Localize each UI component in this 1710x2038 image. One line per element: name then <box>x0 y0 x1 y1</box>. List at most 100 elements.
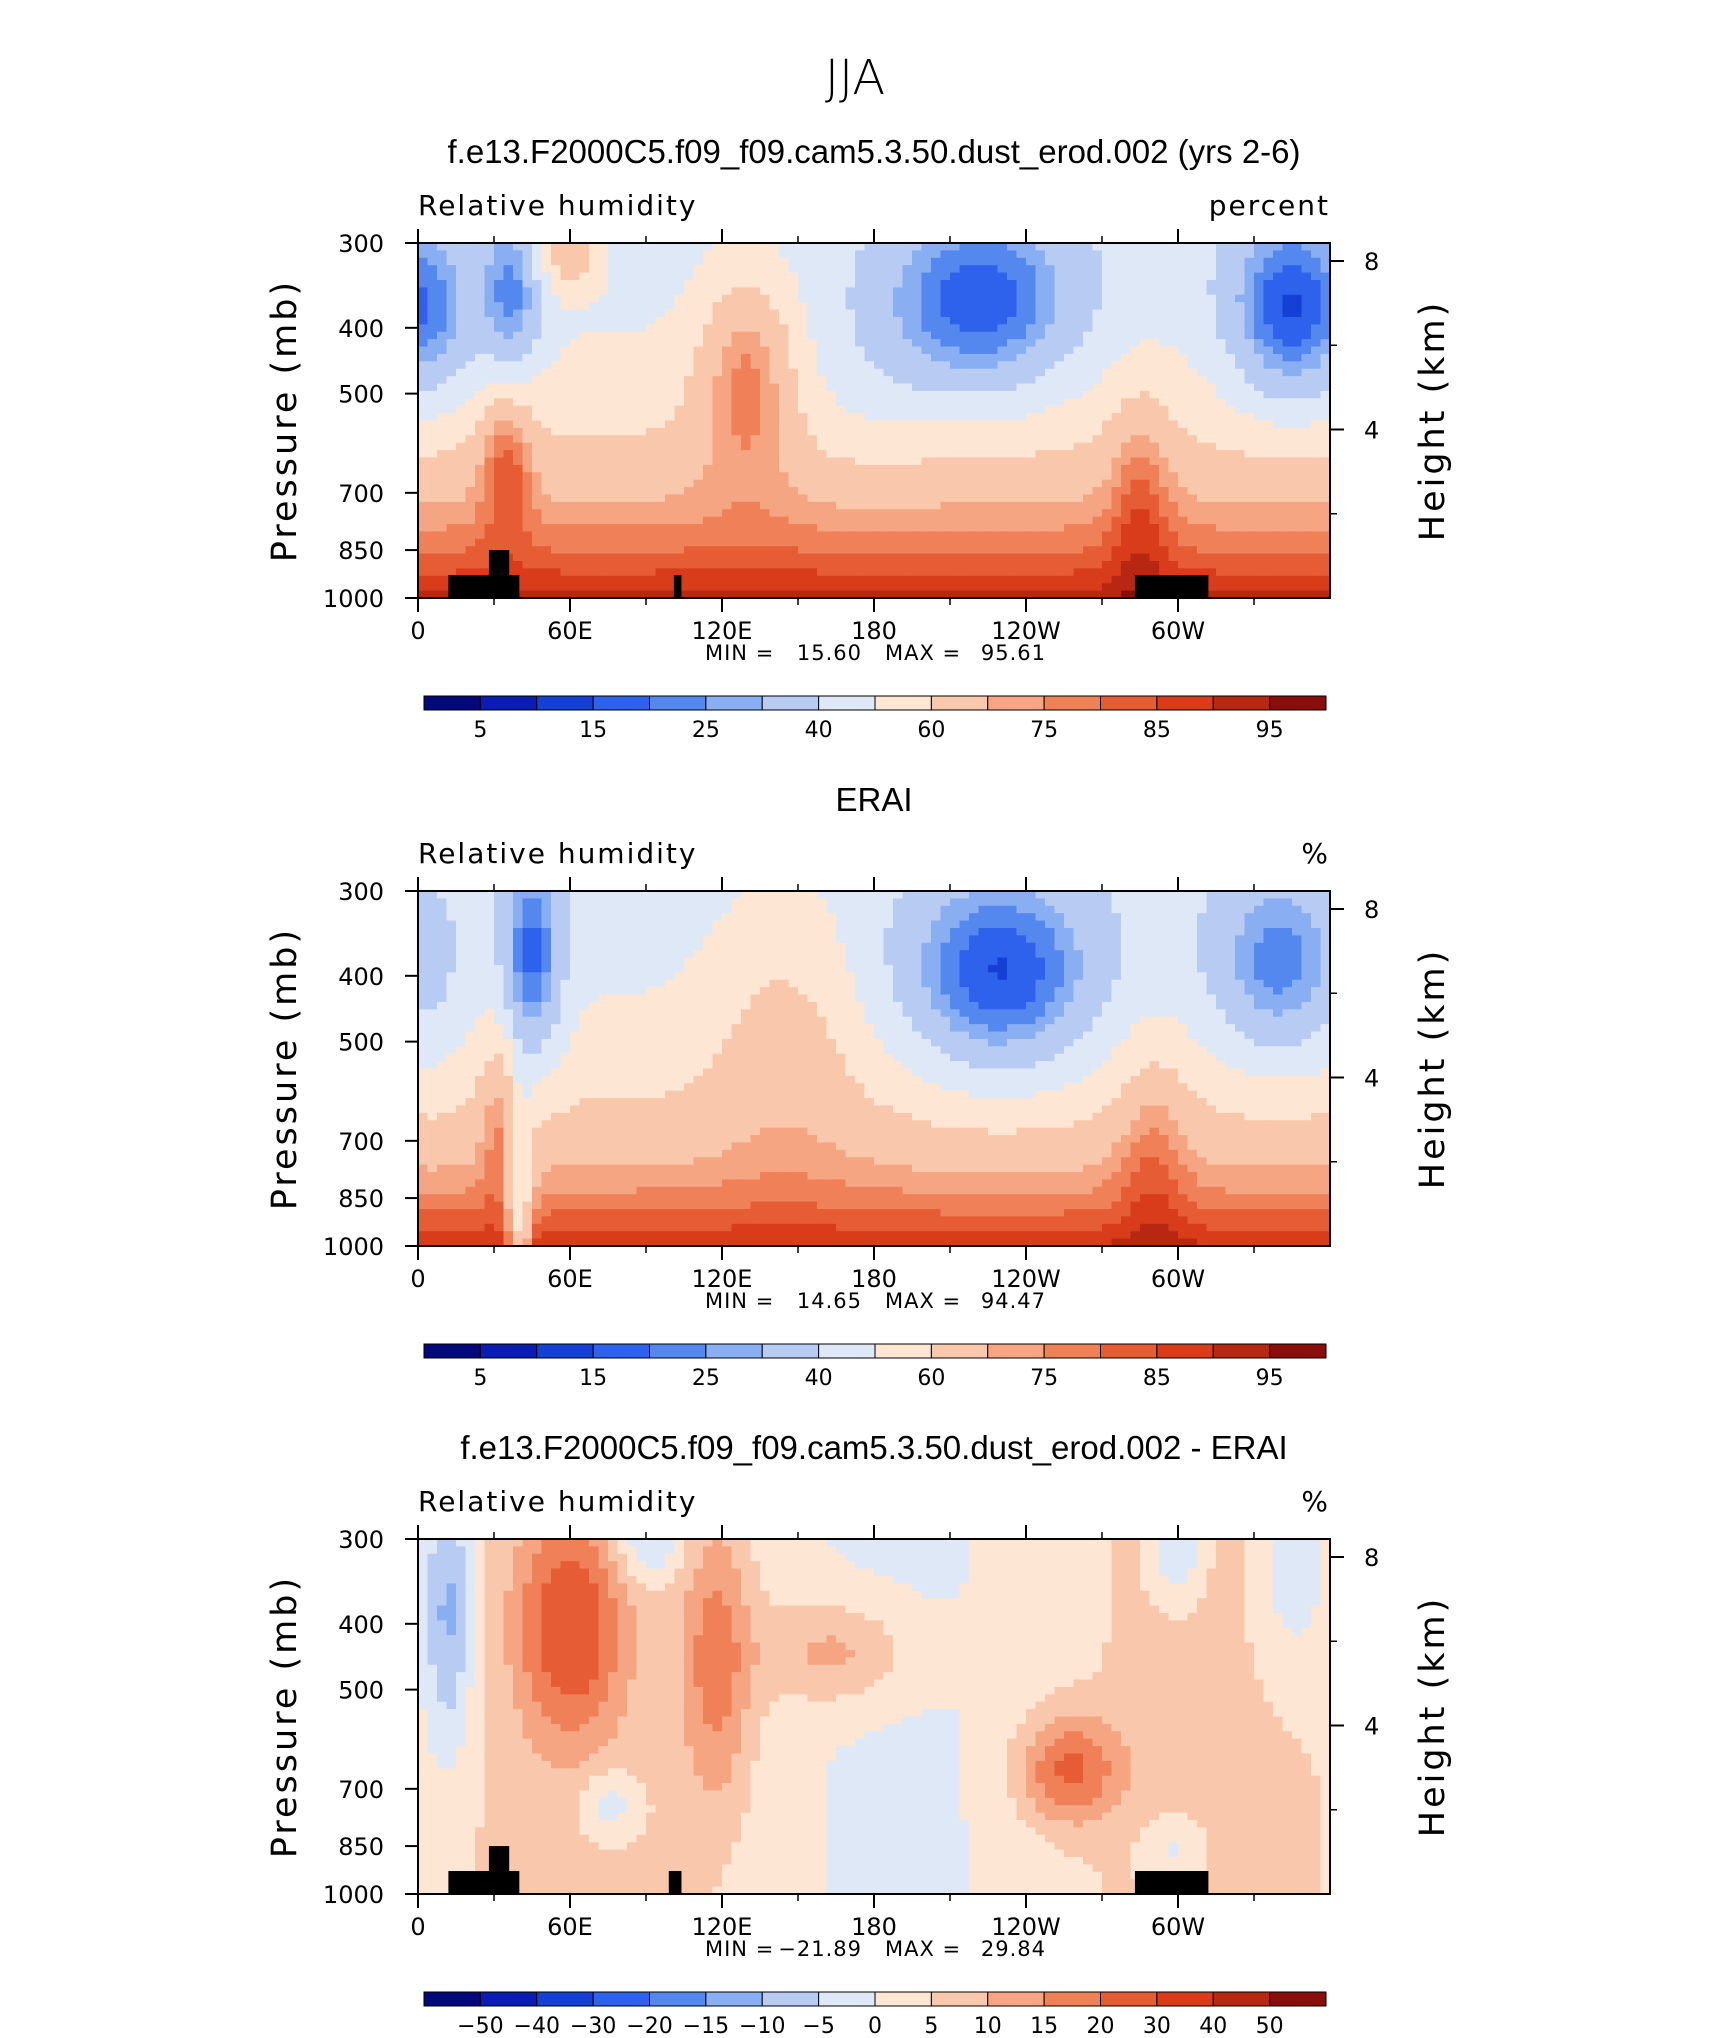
contour-cell <box>760 257 771 266</box>
colorbar-box <box>874 695 932 711</box>
contour-cell <box>893 331 904 340</box>
contour-cell <box>1301 368 1312 377</box>
contour-cell <box>627 538 638 547</box>
contour-cell <box>1244 487 1255 496</box>
contour-cell <box>978 279 989 288</box>
contour-cell <box>1225 516 1236 525</box>
contour-cell <box>589 457 600 466</box>
contour-cell <box>665 368 676 377</box>
contour-cell <box>1273 265 1284 274</box>
contour-cell <box>665 442 676 451</box>
contour-cell <box>769 575 780 584</box>
contour-cell <box>598 368 609 377</box>
contour-cell <box>522 435 533 444</box>
contour-cell <box>760 279 771 288</box>
contour-cell <box>1111 891 1122 899</box>
contour-cell <box>1159 376 1170 385</box>
contour-cell <box>712 361 723 370</box>
contour-cell <box>902 457 913 466</box>
contour-cell <box>665 398 676 407</box>
contour-cell <box>741 383 752 392</box>
contour-cell <box>1301 546 1312 555</box>
contour-cell <box>427 898 438 907</box>
contour-cell <box>475 913 486 922</box>
contour-cell <box>1149 361 1160 370</box>
contour-cell <box>921 257 932 266</box>
contour-cell <box>731 891 742 899</box>
contour-cell <box>712 316 723 325</box>
contour-cell <box>456 339 467 348</box>
contour-cell <box>798 553 809 562</box>
contour-cell <box>475 524 486 533</box>
contour-cell <box>1168 494 1179 503</box>
contour-cell <box>1111 405 1122 414</box>
topography-mask <box>448 575 520 598</box>
contour-cell <box>1197 331 1208 340</box>
contour-cell <box>826 398 837 407</box>
contour-cell <box>1083 546 1094 555</box>
contour-cell <box>608 905 619 914</box>
contour-cell <box>1197 905 1208 914</box>
contour-cell <box>826 427 837 436</box>
contour-cell <box>674 279 685 288</box>
contour-cell <box>1178 353 1189 362</box>
contour-cell <box>703 479 714 488</box>
contour-cell <box>1282 538 1293 547</box>
contour-cell <box>826 509 837 518</box>
contour-cell <box>1007 524 1018 533</box>
contour-cell <box>646 346 657 355</box>
contour-cell <box>494 250 505 259</box>
contour-cell <box>1263 376 1274 385</box>
topography-mask <box>1134 575 1209 598</box>
contour-cell <box>1102 575 1113 584</box>
contour-cell <box>1121 442 1132 451</box>
contour-cell <box>912 420 923 429</box>
contour-cell <box>1320 368 1330 377</box>
contour-cell <box>1178 450 1189 459</box>
contour-cell <box>817 464 828 473</box>
contour-cell <box>1016 531 1027 540</box>
contour-cell <box>741 353 752 362</box>
contour-cell <box>931 457 942 466</box>
contour-cell <box>940 346 951 355</box>
contour-cell <box>589 568 600 577</box>
contour-cell <box>1273 509 1284 518</box>
contour-cell <box>1054 376 1065 385</box>
contour-cell <box>845 331 856 340</box>
contour-cell <box>674 450 685 459</box>
contour-cell <box>636 398 647 407</box>
contour-cell <box>598 464 609 473</box>
contour-cell <box>798 339 809 348</box>
contour-cell <box>902 376 913 385</box>
contour-cell <box>532 339 543 348</box>
contour-cell <box>1121 368 1132 377</box>
contour-cell <box>883 265 894 274</box>
contour-cell <box>1083 368 1094 377</box>
contour-cell <box>1301 457 1312 466</box>
contour-cell <box>1035 472 1046 481</box>
contour-cell <box>1225 427 1236 436</box>
contour-cell <box>579 494 590 503</box>
contour-cell <box>551 272 562 281</box>
contour-cell <box>608 243 619 251</box>
contour-cell <box>1168 524 1179 533</box>
contour-cell <box>798 568 809 577</box>
contour-cell <box>560 464 571 473</box>
contour-cell <box>1178 561 1189 570</box>
contour-cell <box>465 420 476 429</box>
contour-cell <box>1111 568 1122 577</box>
contour-cell <box>1054 250 1065 259</box>
contour-cell <box>636 583 647 592</box>
contour-cell <box>617 516 628 525</box>
contour-cell <box>1282 575 1293 584</box>
contour-cell <box>1121 383 1132 392</box>
contour-cell <box>551 257 562 266</box>
contour-cell <box>446 331 457 340</box>
contour-cell <box>446 420 457 429</box>
contour-cell <box>1235 457 1246 466</box>
contour-cell <box>712 250 723 259</box>
contour-cell <box>465 553 476 562</box>
contour-cell <box>560 390 571 399</box>
contour-cell <box>1273 435 1284 444</box>
contour-cell <box>959 272 970 281</box>
